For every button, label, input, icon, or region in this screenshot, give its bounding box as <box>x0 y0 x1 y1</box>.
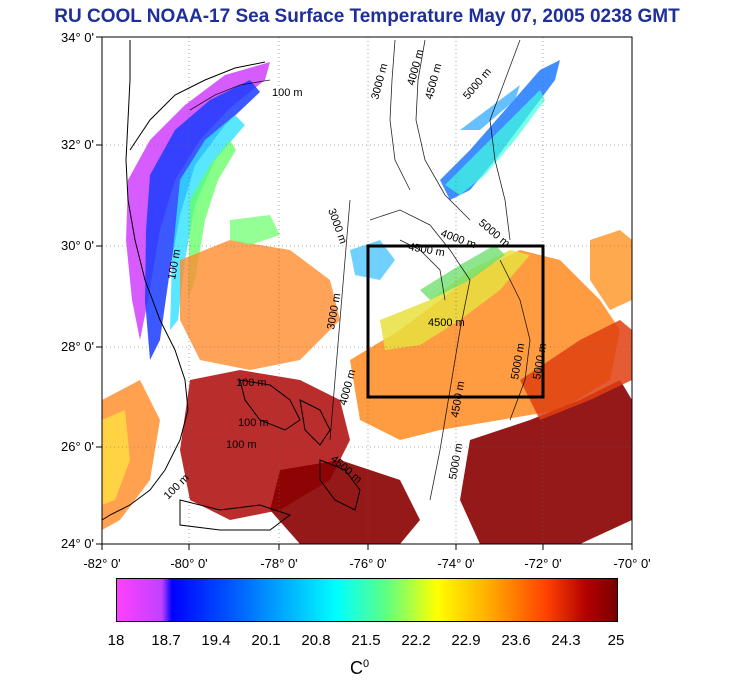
cold-band-cyan <box>170 115 245 330</box>
colorbar-tick: 24.3 <box>551 632 581 649</box>
coastline-florida <box>101 40 189 521</box>
bahamas-4 <box>179 499 292 531</box>
lat-label: 32° 0' <box>61 137 94 152</box>
cold-band-blue <box>145 80 260 360</box>
bahamas-3 <box>319 459 361 511</box>
colorbar-tick: 22.9 <box>451 632 481 649</box>
colorbar <box>116 578 618 622</box>
unit-base: C <box>350 658 363 678</box>
lat-label: 28° 0' <box>61 339 94 354</box>
contour-4000m-north <box>415 39 471 221</box>
contour-5000m-east <box>499 259 531 421</box>
map-title: RU COOL NOAA-17 Sea Surface Temperature … <box>54 6 680 27</box>
lon-label: -80° 0' <box>170 556 208 571</box>
lon-label: -78° 0' <box>260 556 298 571</box>
lon-label: -74° 0' <box>437 556 475 571</box>
colorbar-tick: 18 <box>107 632 125 649</box>
contour-label: 4500 m <box>428 317 465 329</box>
mid-blue-patch <box>350 240 395 280</box>
contour-label: 100 m <box>236 377 267 389</box>
central-yellow <box>380 250 530 350</box>
contour-5000m-north <box>489 39 521 241</box>
mid-green-patch <box>230 215 280 245</box>
contour-3000m-west <box>329 199 351 441</box>
colorbar-tick: 18.7 <box>151 632 181 649</box>
contour-label: 100 m <box>166 248 183 280</box>
contour-label: 100 m <box>238 417 269 429</box>
lat-label: 34° 0' <box>61 30 94 45</box>
colorbar-unit: C0 <box>350 658 369 679</box>
w-yellow-strip <box>102 410 130 505</box>
lon-label: -70° 0' <box>613 556 651 571</box>
contour-4500m <box>369 209 471 501</box>
colorbar-tick: 20.1 <box>251 632 281 649</box>
bahamas-1 <box>239 379 301 431</box>
unit-superscript: 0 <box>363 658 370 670</box>
coast-north <box>129 61 266 151</box>
bahamas-2 <box>299 399 331 446</box>
sw-orange <box>180 240 340 370</box>
s-dark-red <box>270 460 420 544</box>
contour-label: 100 m <box>272 87 303 99</box>
lat-label: 26° 0' <box>61 439 94 454</box>
ne-cyan-streak <box>445 90 545 195</box>
study-region-box <box>366 244 545 399</box>
colorbar-tick: 21.5 <box>351 632 381 649</box>
contour-3000m-north <box>389 39 411 191</box>
colorbar-tick: 23.6 <box>501 632 531 649</box>
lon-label: -76° 0' <box>349 556 387 571</box>
lon-label: -72° 0' <box>524 556 562 571</box>
ne-cold-2 <box>460 85 520 130</box>
colorbar-tick: 20.8 <box>301 632 331 649</box>
se-red <box>520 320 632 420</box>
colorbar-tick: 19.4 <box>201 632 231 649</box>
map-frame <box>101 36 633 545</box>
e-orange-patch <box>590 230 632 310</box>
contour-label: 100 m <box>226 439 257 451</box>
lat-label: 30° 0' <box>61 238 94 253</box>
cold-band-magenta <box>126 62 270 340</box>
contour-100m <box>189 79 271 111</box>
central-green <box>420 245 505 300</box>
lat-label: 24° 0' <box>61 536 94 551</box>
lon-label: -82° 0' <box>83 556 121 571</box>
colorbar-tick: 22.2 <box>401 632 431 649</box>
colorbar-tick: 25 <box>607 632 625 649</box>
se-dark-red <box>460 380 632 544</box>
